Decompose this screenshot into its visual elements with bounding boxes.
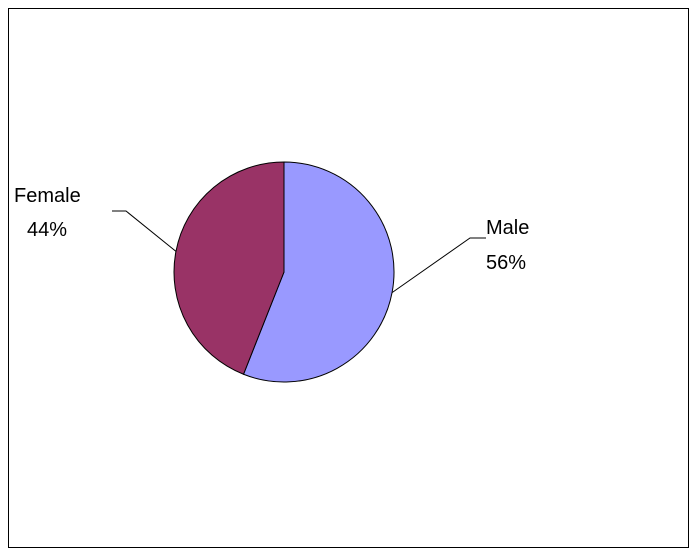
pie-slice-female xyxy=(173,161,285,375)
data-label-male-pct: 56% xyxy=(486,252,526,274)
pie-slice-male xyxy=(242,161,395,383)
data-label-male-name: Male xyxy=(486,217,529,239)
data-label-female-pct: 44% xyxy=(27,219,67,241)
pie-chart: Male 56% Female 44% xyxy=(14,161,529,383)
leader-line-male xyxy=(391,237,486,294)
leader-line-female xyxy=(112,210,177,252)
data-label-female-name: Female xyxy=(14,185,81,207)
